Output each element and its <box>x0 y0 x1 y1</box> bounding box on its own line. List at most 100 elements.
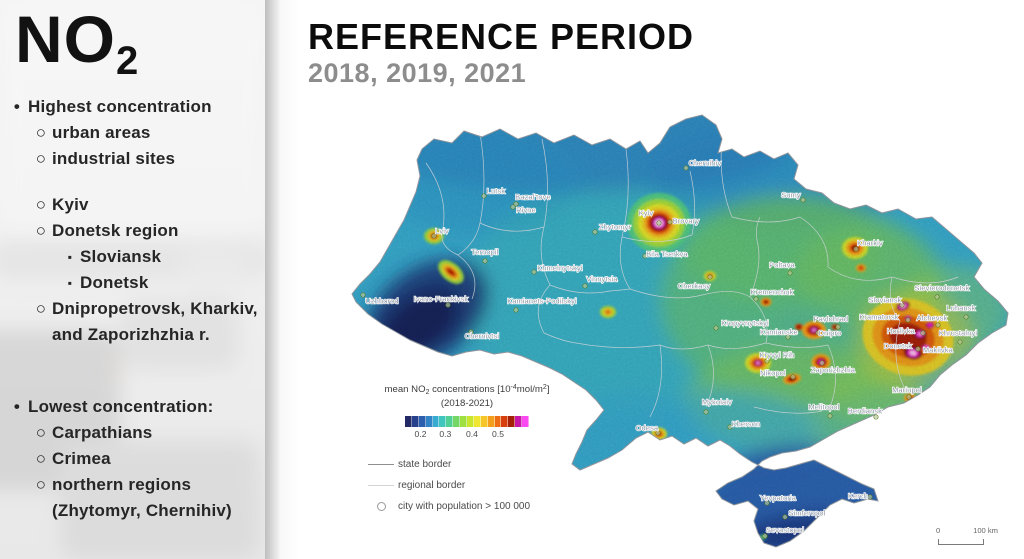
city-kharkiv: Kharkiv <box>853 238 884 252</box>
city-zaporizhzhia: Zaporizhzhia <box>810 360 856 375</box>
city-marker-dot <box>936 296 938 298</box>
city-label: Kharkiv <box>857 239 883 248</box>
city-label: Kerch <box>848 492 868 501</box>
city-kerch: Kerch <box>847 491 873 501</box>
city-uzhhorod: Uzhhorod <box>360 292 399 306</box>
bullet-item: ○ Kyiv <box>8 192 260 218</box>
city-kryvyi-rih: Kryvyi Rih <box>759 350 795 364</box>
sidebar-edge-shadow <box>265 0 300 559</box>
bullet-text: industrial sites <box>52 149 176 168</box>
bullet-marker: ○ <box>35 195 47 214</box>
line-light-swatch-icon <box>364 485 398 487</box>
legend-subtitle: (2018-2021) <box>440 398 494 410</box>
bullet-marker: ○ <box>35 221 47 240</box>
bullet-marker: ○ <box>35 423 47 442</box>
map-scalebar: 0 100 km <box>936 526 998 545</box>
city-label: Melitopol <box>808 403 839 412</box>
city-sumy: Sumy <box>781 190 806 203</box>
colorbar-segment <box>439 416 447 428</box>
city-label: Pavlohrad <box>814 315 849 324</box>
bullet-item: ▪ Sloviansk <box>8 244 260 270</box>
city-label: Kropyvnytskyi <box>721 319 769 328</box>
colorbar-segment <box>446 416 454 428</box>
sidebar: NO2 • Highest concentration ○ urban areas ○ i… <box>0 0 265 559</box>
city-marker-dot <box>784 516 786 518</box>
bullet-item: ○ industrial sites <box>8 146 260 172</box>
traffic-photo-background <box>0 0 265 559</box>
city-alchevsk: Alchevsk <box>916 313 948 328</box>
city-kamianske: Kamianske <box>759 327 799 340</box>
bullet-text: Highest concentration <box>28 97 212 116</box>
bullet-marker: ▪ <box>67 276 73 290</box>
colorbar-segment <box>515 416 523 428</box>
city-kremenchuk: Kremenchuk <box>750 287 794 302</box>
city-marker-dot <box>829 415 831 417</box>
city-label: Sevastopol <box>766 526 804 535</box>
bullet-marker: ○ <box>35 449 47 468</box>
colorbar-tick-label: 0.3 <box>439 429 452 440</box>
city-marker-dot <box>669 221 671 223</box>
city-marker-dot <box>908 396 910 398</box>
city-label: Berdiansk <box>848 407 882 416</box>
colorbar-segment <box>425 416 433 428</box>
city-khrustalnyi: Khrustalnyi <box>938 328 978 345</box>
city-marker-dot <box>515 309 517 311</box>
legend-item: city with population > 100 000 <box>364 496 570 517</box>
city-marker-dot <box>705 411 707 413</box>
city-label: Zaporizhzhia <box>811 366 856 375</box>
city-bila-tserkva: Bila Tserkva <box>642 249 689 259</box>
bullet-marker: ○ <box>35 475 47 494</box>
city-yevpatoria: Yevpatoria <box>759 493 797 506</box>
city-label: Kamianets-Podilskyi <box>507 297 577 306</box>
city-lutsk: Lutsk <box>481 186 506 199</box>
city-label: Mykolaiv <box>702 398 732 407</box>
bullet-item: ○ urban areas <box>8 120 260 146</box>
city-zhytomyr: Zhytomyr <box>592 222 632 235</box>
city-makiivka: Makiivka <box>922 345 954 356</box>
map-svg: Lutsk Bazal'tove Rivne Lviv Ternopil Khmelnyt… <box>351 114 1009 548</box>
bullet-item: ○ Crimea <box>8 446 260 472</box>
bullet-gap <box>8 348 260 394</box>
city-marker-dot <box>766 502 768 504</box>
city-label: Khmelnytskyi <box>537 264 583 273</box>
city-sievierodonetsk: Sievierodonetsk <box>914 283 970 300</box>
pollutant-title-subscript: 2 <box>116 39 140 83</box>
city-label: Kremenchuk <box>751 288 794 297</box>
map-legend: mean NO2 concentrations [10-4mol/m2] (20… <box>364 384 570 517</box>
ukraine-no2-map: Lutsk Bazal'tove Rivne Lviv Ternopil Khmelnyt… <box>330 105 1020 555</box>
city-mykolaiv: Mykolaiv <box>701 397 733 415</box>
city-mariupol: Mariupol <box>891 385 923 400</box>
colorbar-segment <box>494 416 502 428</box>
colorbar-segment <box>480 416 488 428</box>
city-label: Vinnytsia <box>586 275 618 284</box>
city-label: Sloviansk <box>868 296 901 305</box>
bullet-text: Kyiv <box>52 195 89 214</box>
city-label: Kyiv <box>639 209 654 218</box>
city-label: Kramatorsk <box>859 313 898 322</box>
legend-item-label: regional border <box>398 480 466 492</box>
city-label: Luhansk <box>947 304 976 313</box>
city-marker-dot <box>584 285 586 287</box>
city-marker-dot <box>685 167 687 169</box>
city-marker-dot <box>755 298 757 300</box>
city-marker-dot <box>709 276 711 278</box>
city-nikopol: Nikopol <box>759 368 796 380</box>
city-label: Uzhhorod <box>365 297 398 306</box>
colorbar-segment <box>405 416 412 428</box>
bullet-text: urban areas <box>52 123 151 142</box>
city-marker-dot <box>484 260 486 262</box>
city-label: Mariupol <box>892 386 922 395</box>
pollutant-title-main: NO <box>15 2 116 76</box>
city-marker-dot <box>483 195 485 197</box>
city-symbol-icon <box>364 502 398 512</box>
colorbar-segment <box>487 416 495 428</box>
colorbar-segment <box>508 416 516 428</box>
city-marker-dot <box>715 327 717 329</box>
city-brovary: Brovary <box>667 216 700 226</box>
city-label: Makiivka <box>923 346 954 355</box>
city-label: Khrustalnyi <box>939 329 977 338</box>
city-kyiv: Kyiv <box>638 208 662 226</box>
scalebar-zero-label: 0 <box>936 526 941 535</box>
city-label: Ternopil <box>471 248 498 257</box>
